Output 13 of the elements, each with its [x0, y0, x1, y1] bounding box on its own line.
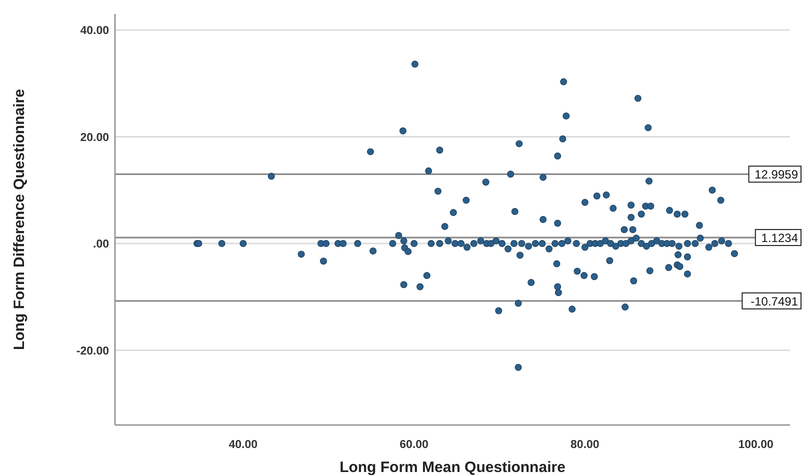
y-tick-label: 20.00	[80, 132, 109, 144]
x-tick-label: 80.00	[570, 439, 600, 451]
ref-line-label: -10.7491	[750, 294, 798, 308]
ref-line-label: 1.1234	[761, 231, 798, 246]
x-tick-label: 100.00	[738, 439, 774, 451]
y-axis-title: Long Form Difference Questionnaire	[11, 89, 28, 350]
y-tick-label: .00	[93, 238, 109, 251]
y-tick-label: -20.00	[76, 345, 109, 358]
x-tick-label: 40.00	[228, 439, 258, 451]
x-axis-title: Long Form Mean Questionnaire	[340, 459, 566, 476]
ref-line-label: 12.9959	[754, 168, 798, 182]
y-tick-label: 40.00	[80, 25, 109, 38]
x-tick-label: 60.00	[400, 439, 428, 451]
